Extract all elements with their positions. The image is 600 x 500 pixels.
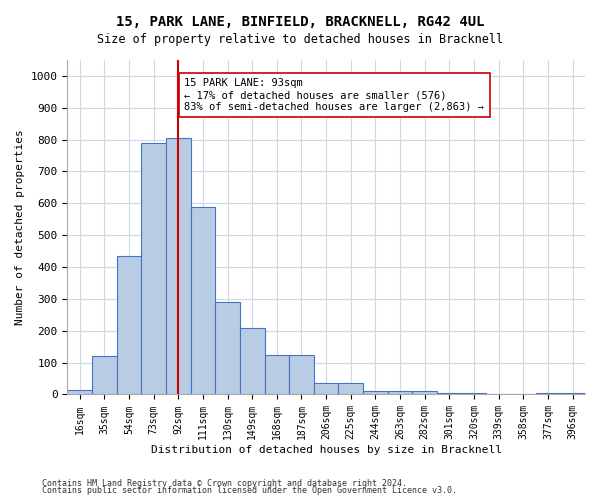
Bar	[314, 382, 338, 394]
Bar	[67, 390, 92, 394]
Bar	[437, 393, 462, 394]
Y-axis label: Number of detached properties: Number of detached properties	[15, 130, 25, 325]
Bar	[536, 393, 560, 394]
Text: 15 PARK LANE: 93sqm
← 17% of detached houses are smaller (576)
83% of semi-detac: 15 PARK LANE: 93sqm ← 17% of detached ho…	[184, 78, 484, 112]
Bar	[240, 328, 265, 394]
Bar	[412, 392, 437, 394]
Bar	[560, 393, 585, 394]
Text: Size of property relative to detached houses in Bracknell: Size of property relative to detached ho…	[97, 32, 503, 46]
Text: 15, PARK LANE, BINFIELD, BRACKNELL, RG42 4UL: 15, PARK LANE, BINFIELD, BRACKNELL, RG42…	[116, 15, 484, 29]
Bar	[338, 382, 363, 394]
Bar	[289, 354, 314, 395]
Bar	[116, 256, 141, 394]
Text: Contains public sector information licensed under the Open Government Licence v3: Contains public sector information licen…	[42, 486, 457, 495]
Bar	[388, 392, 412, 394]
Bar	[363, 390, 388, 394]
Bar	[92, 356, 116, 395]
Bar	[462, 393, 487, 394]
Text: Contains HM Land Registry data © Crown copyright and database right 2024.: Contains HM Land Registry data © Crown c…	[42, 478, 407, 488]
Bar	[215, 302, 240, 394]
Bar	[265, 354, 289, 395]
Bar	[166, 138, 191, 394]
Bar	[141, 143, 166, 395]
Bar	[191, 206, 215, 394]
X-axis label: Distribution of detached houses by size in Bracknell: Distribution of detached houses by size …	[151, 445, 502, 455]
